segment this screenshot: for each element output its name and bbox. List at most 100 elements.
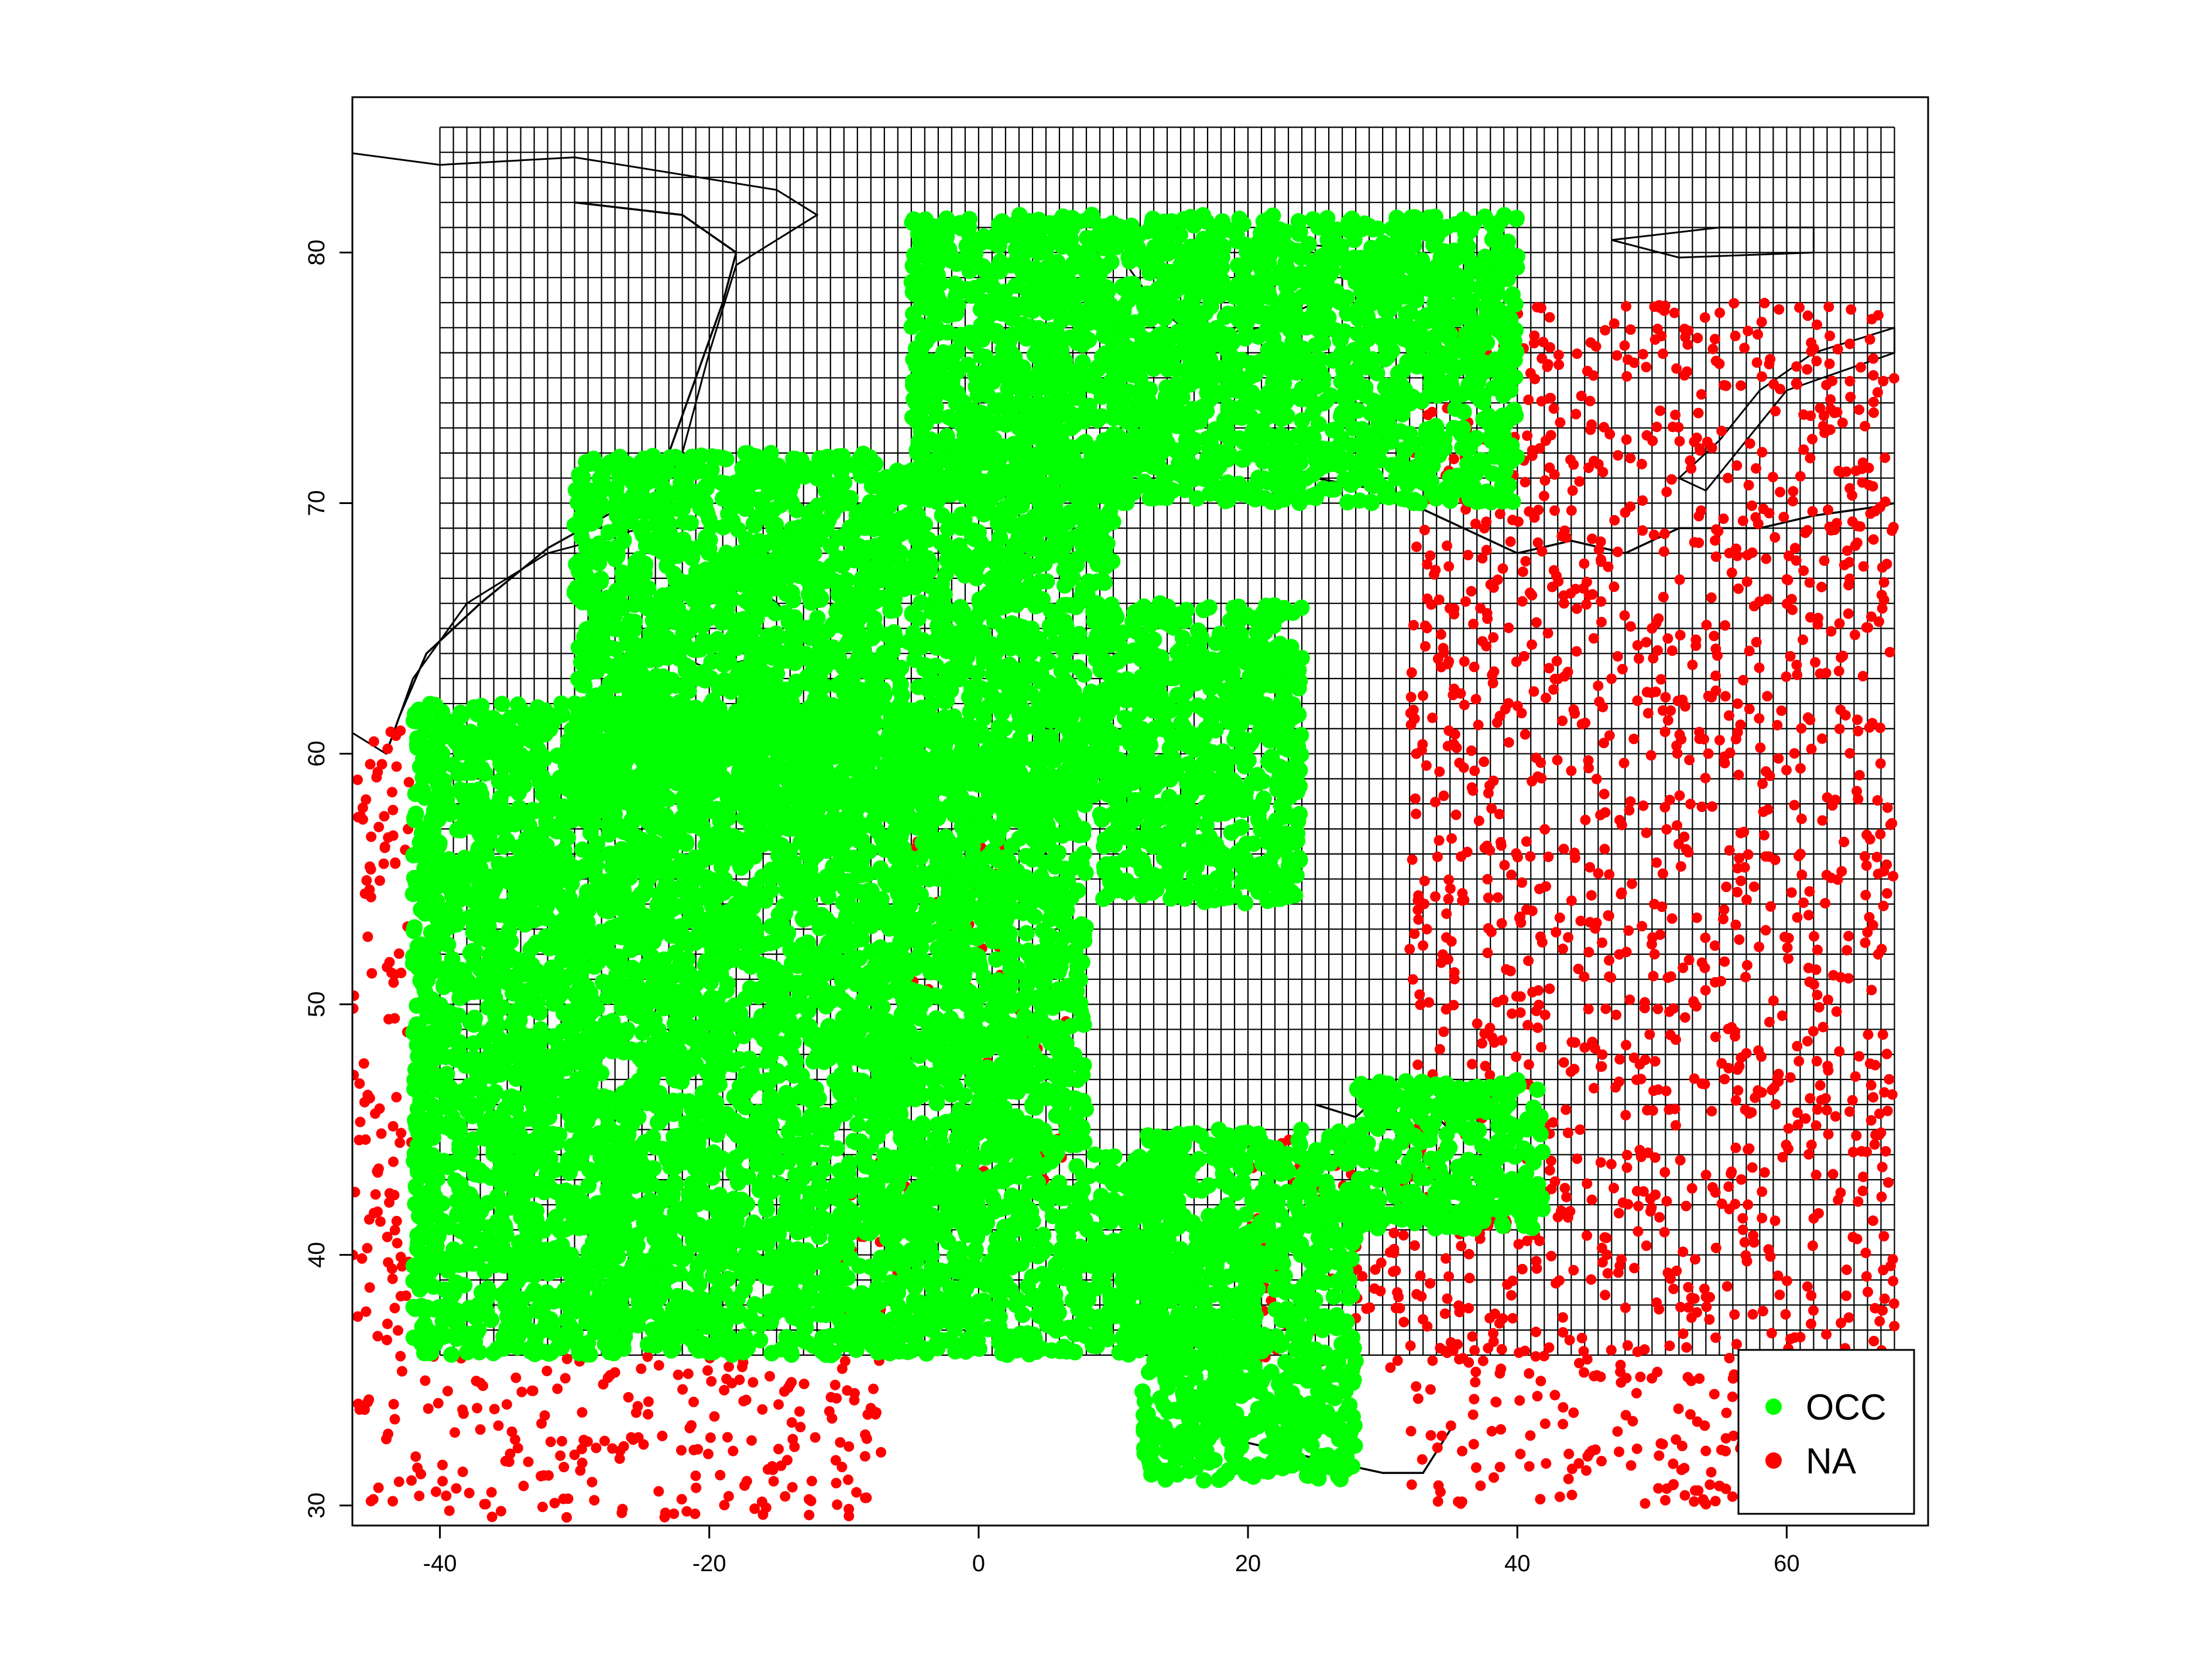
point-na [1586,890,1597,901]
point-na [1757,447,1768,458]
point-na [1443,656,1455,667]
point-na [1716,426,1727,437]
point-na [1875,1127,1887,1138]
point-na [1411,541,1422,553]
point-na [403,777,414,788]
point-na [1700,1499,1712,1510]
point-na [1690,1254,1700,1265]
point-occ [687,1056,704,1073]
point-na [1834,618,1845,629]
point-na [760,1502,771,1513]
point-na [1535,1376,1546,1387]
point-na [1685,455,1696,466]
point-na [1488,632,1499,643]
point-na [1661,824,1672,835]
point-na [1496,840,1507,851]
point-na [1655,674,1666,685]
point-na [1482,873,1493,885]
point-na [1603,910,1614,921]
point-na [1571,646,1582,657]
point-na [1546,1250,1557,1262]
point-na [1565,1066,1576,1077]
point-na [1863,1029,1874,1040]
point-na [1857,463,1867,474]
point-na [1566,1463,1577,1475]
point-na [1804,976,1815,988]
point-na [1569,1037,1580,1048]
point-na [702,1365,713,1376]
point-na [1563,932,1574,943]
point-na [1525,368,1536,379]
point-na [555,1450,566,1461]
point-na [1448,454,1459,464]
point-na [1473,815,1484,827]
point-occ [540,1316,557,1333]
point-na [1844,1106,1855,1117]
point-na [472,1403,483,1414]
point-na [1449,729,1460,740]
point-na [1385,1362,1396,1373]
point-na [1471,1462,1481,1473]
point-na [1405,691,1417,702]
point-na [1432,1496,1443,1507]
point-na [1593,680,1604,691]
point-na [1390,1302,1401,1314]
point-na [829,1379,841,1390]
point-na [1611,1009,1621,1020]
point-na [589,1495,600,1506]
point-na [1623,1199,1634,1210]
point-na [1766,1328,1777,1339]
point-na [1555,417,1566,428]
point-na [1357,1271,1368,1282]
point-na [1839,837,1850,848]
point-na [1445,1420,1456,1431]
point-na [541,1365,553,1376]
point-na [1558,1057,1569,1068]
point-na [506,1426,517,1437]
point-na [373,821,385,832]
point-na [360,1134,371,1145]
point-na [368,1494,379,1505]
point-na [374,875,385,886]
point-na [1844,483,1856,494]
point-na [1861,1271,1872,1282]
point-na [1744,704,1755,715]
point-na [1619,610,1630,621]
point-na [1528,338,1539,349]
point-na [623,1391,634,1403]
point-na [1861,829,1873,841]
point-na [582,1436,593,1447]
point-na [719,1384,730,1396]
point-na [1473,719,1484,731]
point-na [1514,1347,1525,1358]
point-na [1775,486,1786,498]
point-occ [729,1290,746,1307]
point-na [1678,1328,1689,1339]
point-na [361,1306,372,1317]
point-na [387,1273,398,1284]
point-na [1531,1263,1542,1274]
point-na [1877,603,1888,614]
point-na [1729,1309,1740,1320]
point-occ [456,1277,473,1294]
point-na [1753,329,1763,340]
point-na [1562,1127,1573,1139]
point-na [1781,671,1792,682]
point-na [1767,471,1778,482]
point-na [1855,521,1866,532]
point-na [1454,757,1465,769]
point-na [1640,997,1650,1008]
point-na [365,759,376,770]
point-na [475,1424,486,1435]
point-na [1612,546,1623,557]
point-na [1700,985,1711,996]
point-na [1703,748,1714,759]
point-na [757,1404,768,1415]
point-na [1714,307,1726,318]
point-na [1545,393,1556,404]
point-na [478,1380,488,1391]
point-na [690,1471,701,1481]
point-na [1881,558,1892,570]
point-na [653,1486,664,1497]
point-na [1649,949,1660,959]
